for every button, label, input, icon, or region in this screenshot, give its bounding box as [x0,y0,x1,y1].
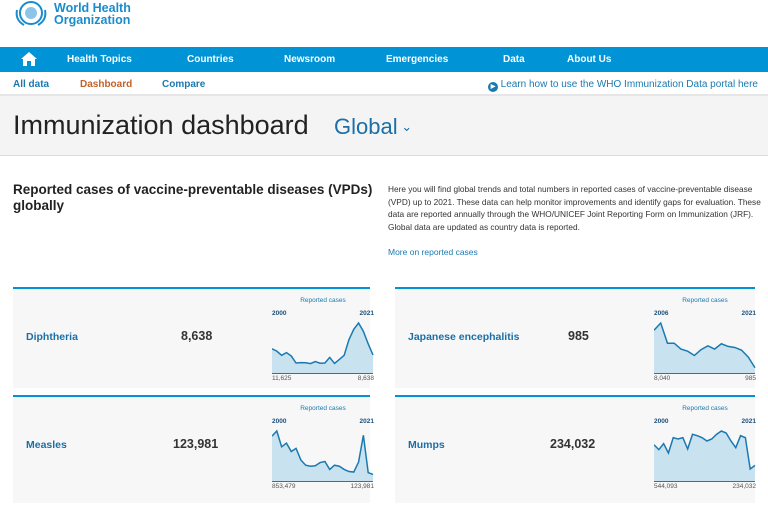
sparkline-chart [654,321,756,374]
nav-about-us[interactable]: About Us [567,54,612,65]
end-value: 985 [745,375,756,382]
end-year: 2021 [359,310,374,317]
sparkline: Reported cases 2006 2021 8,040 985 [654,297,756,387]
subnav-dashboard[interactable]: Dashboard [80,79,133,90]
disease-card[interactable]: Mumps 234,032 Reported cases 2000 2021 5… [395,395,756,503]
nav-emergencies[interactable]: Emergencies [386,54,449,65]
start-value: 11,625 [272,375,292,382]
page-title: Immunization dashboard [13,110,309,140]
disease-name: Measles [26,439,67,451]
disease-name: Diphtheria [26,331,78,343]
spark-label: Reported cases [300,297,346,304]
nav-health-topics[interactable]: Health Topics [67,54,132,65]
sparkline: Reported cases 2000 2021 544,093 234,032 [654,405,756,495]
end-year: 2021 [741,418,756,425]
disease-name: Japanese encephalitis [408,331,520,343]
end-value: 123,981 [350,483,375,490]
section-title: Reported cases of vaccine-preventable di… [13,182,373,213]
start-year: 2000 [272,310,287,317]
scope-selector[interactable]: Global ⌄ [334,114,413,139]
chevron-down-icon: ⌄ [397,119,413,134]
home-icon[interactable] [20,51,38,67]
sparkline-line [654,430,756,471]
end-year: 2021 [741,310,756,317]
end-value: 234,032 [732,483,757,490]
sparkline-chart [654,430,756,482]
disease-card[interactable]: Diphtheria 8,638 Reported cases 2000 202… [13,287,374,388]
who-logo[interactable]: World Health Organization [12,0,131,28]
disease-cases: 123,981 [173,437,219,451]
sparkline-chart [272,429,374,482]
sparkline-line [272,429,374,476]
spark-label: Reported cases [682,297,728,304]
learn-link[interactable]: ▶ Learn how to use the WHO Immunization … [488,79,758,92]
sparkline-area [272,431,373,481]
end-year: 2021 [359,418,374,425]
sub-nav: All data Dashboard Compare ▶ Learn how t… [0,72,768,96]
disease-card[interactable]: Japanese encephalitis 985 Reported cases… [395,287,756,388]
disease-cases: 985 [568,329,589,343]
main-nav: Health Topics Countries Newsroom Emergen… [0,47,768,72]
more-link[interactable]: More on reported cases [388,247,478,257]
subnav-all-data[interactable]: All data [13,79,50,90]
sparkline-area [272,323,373,373]
sparkline-line [654,321,756,369]
nav-countries[interactable]: Countries [187,54,234,65]
play-icon: ▶ [488,82,498,92]
start-year: 2006 [654,310,669,317]
start-year: 2000 [654,418,669,425]
spark-label: Reported cases [682,405,728,412]
logo-line1: World Health [54,1,131,15]
disease-card[interactable]: Measles 123,981 Reported cases 2000 2021… [13,395,374,503]
sparkline-chart [272,321,374,374]
start-value: 853,479 [272,483,296,490]
spark-label: Reported cases [300,405,346,412]
disease-cases: 234,032 [550,437,596,451]
nav-data[interactable]: Data [503,54,525,65]
disease-name: Mumps [408,439,445,451]
start-year: 2000 [272,418,287,425]
disease-cases: 8,638 [181,329,213,343]
section-description: Here you will find global trends and tot… [388,184,761,233]
nav-newsroom[interactable]: Newsroom [284,54,336,65]
who-emblem-icon [15,1,47,26]
sparkline: Reported cases 2000 2021 853,479 123,981 [272,405,374,495]
start-value: 8,040 [654,375,671,382]
sparkline-area [654,431,755,481]
sparkline-line [272,321,374,365]
logo-line2: Organization [54,13,131,27]
page-header: Immunization dashboard Global ⌄ [0,96,768,156]
end-value: 8,638 [357,375,374,382]
subnav-compare[interactable]: Compare [162,79,206,90]
sparkline: Reported cases 2000 2021 11,625 8,638 [272,297,374,387]
start-value: 544,093 [654,483,678,490]
